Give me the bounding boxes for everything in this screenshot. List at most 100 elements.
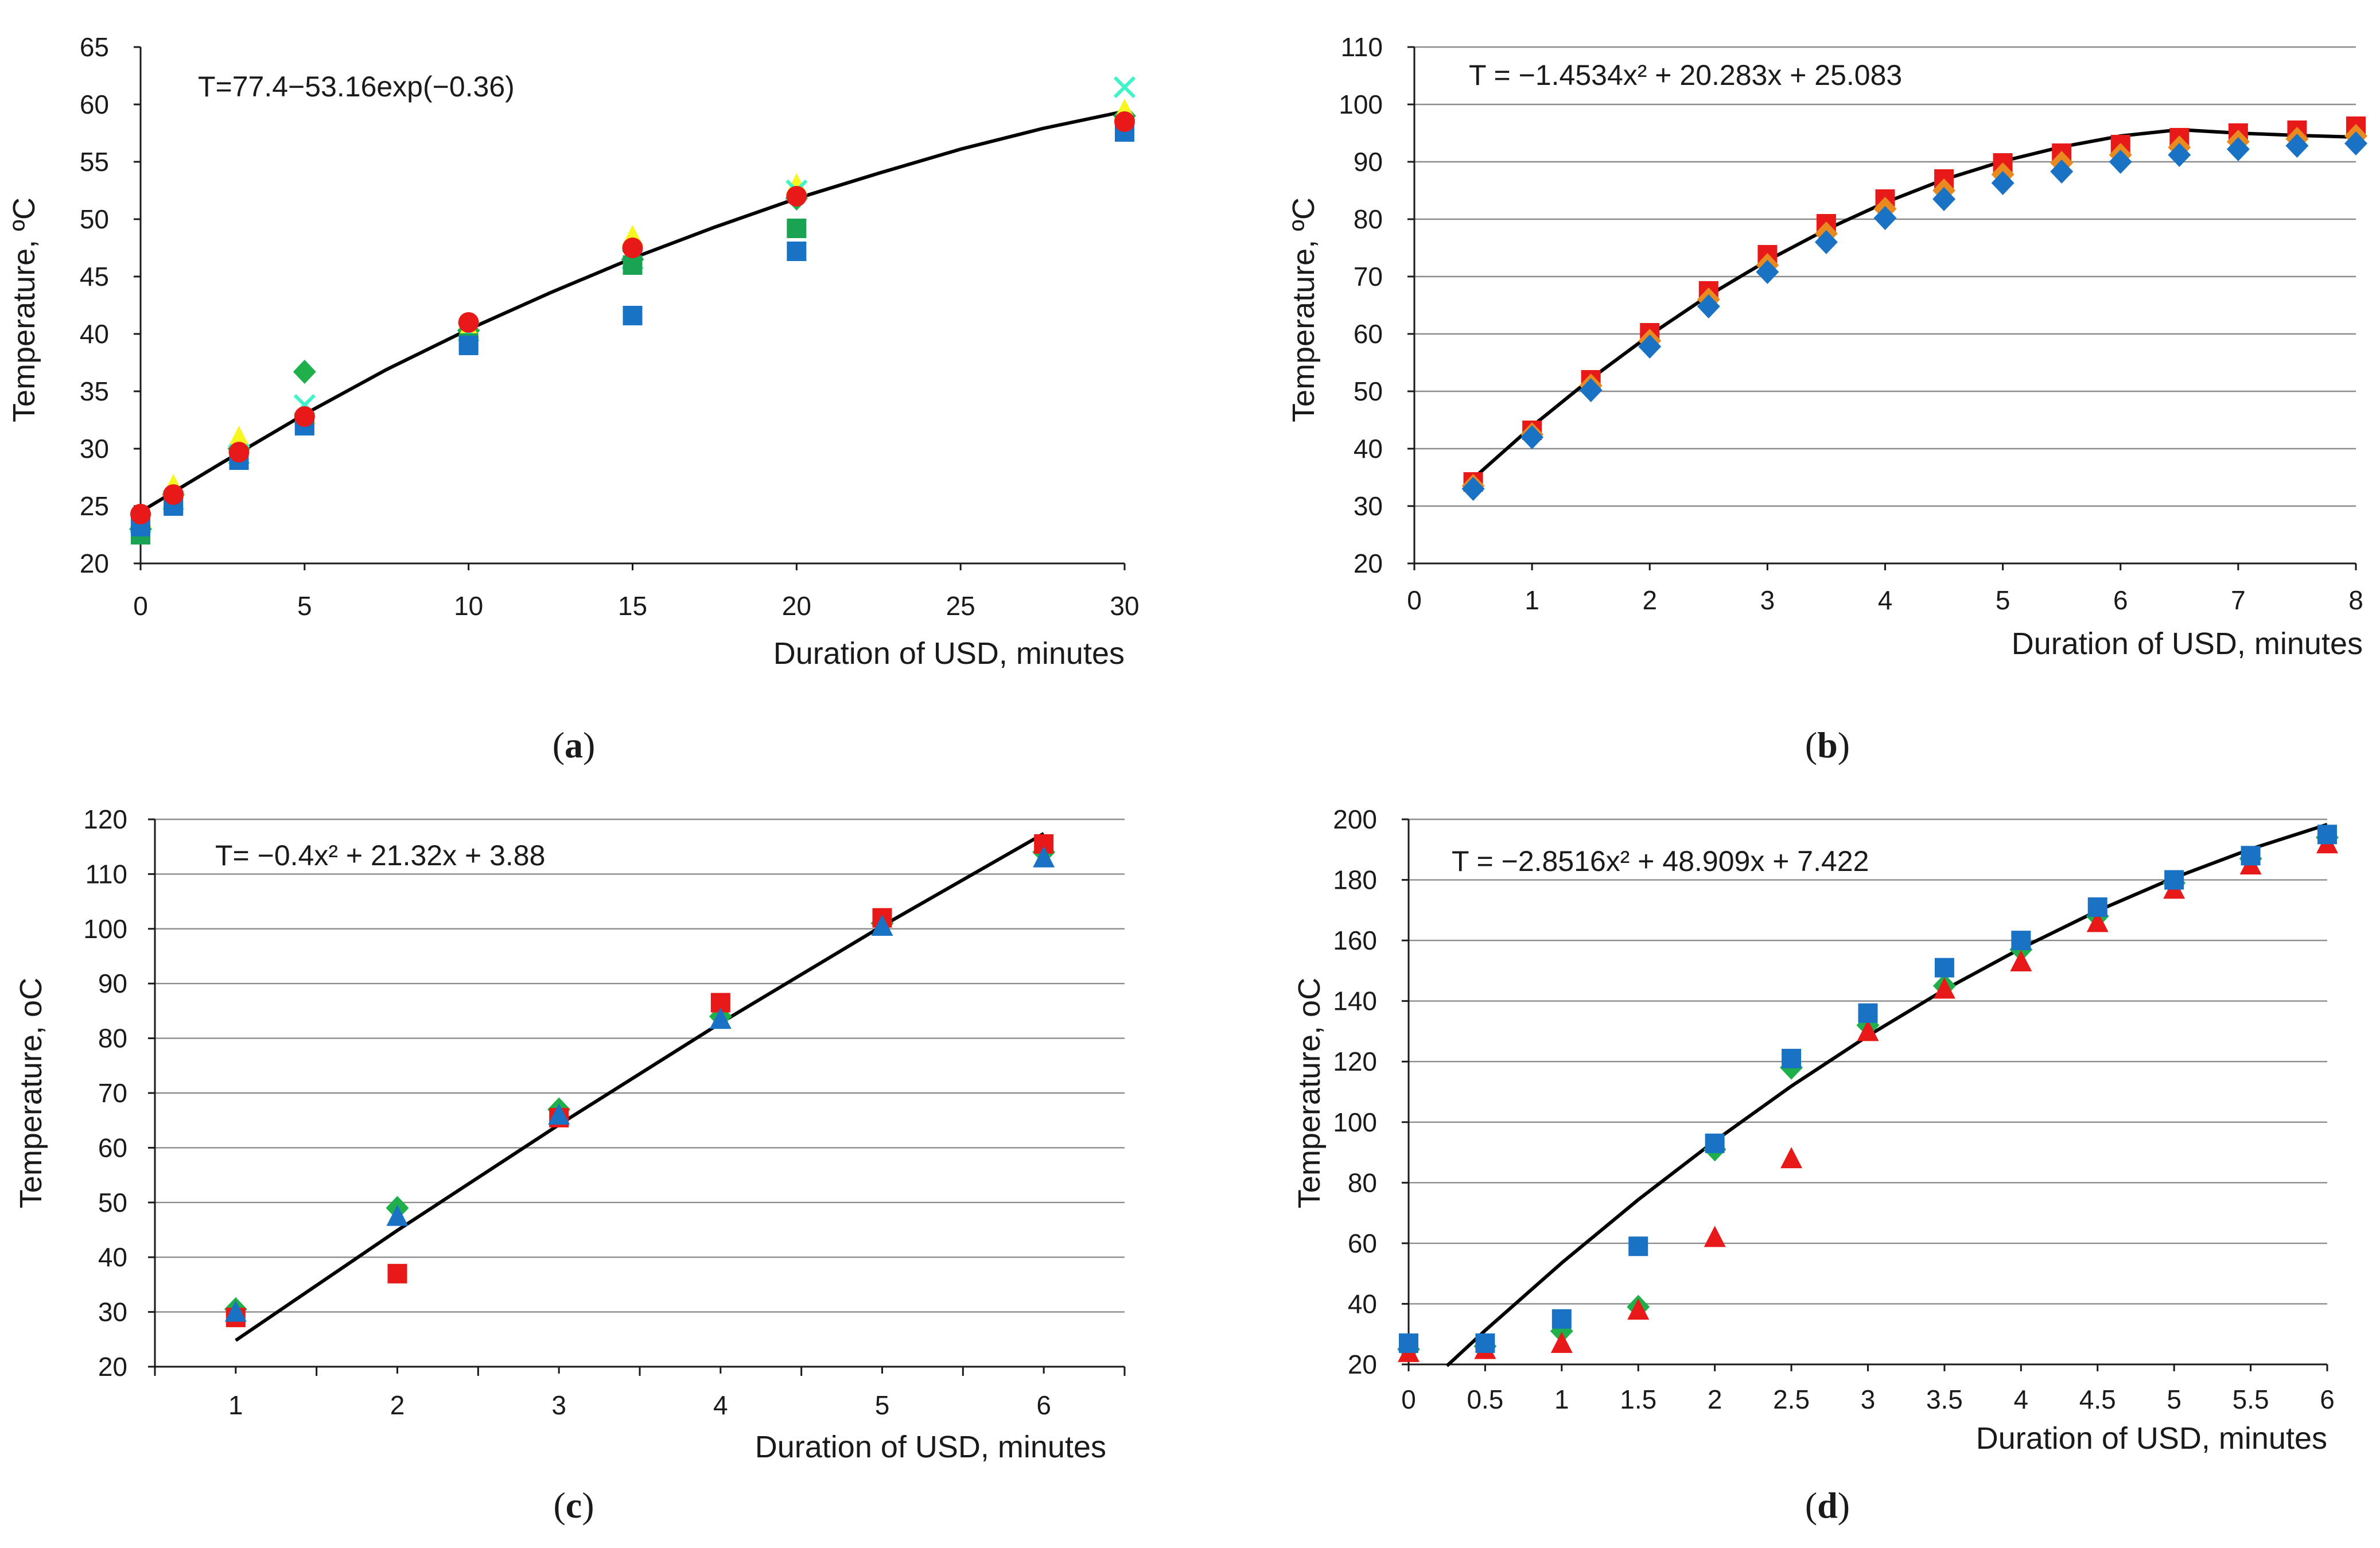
y-tick-label: 80: [1354, 204, 1383, 234]
data-point: [294, 406, 315, 427]
data-point: [2168, 143, 2191, 167]
y-tick-label: 120: [1333, 1047, 1377, 1076]
x-axis-title: Duration of USD, minutes: [1976, 1421, 2327, 1456]
y-tick-label: 20: [1354, 549, 1383, 578]
x-tick-label: 4: [713, 1390, 728, 1420]
y-axis-title: Temperature, oC: [14, 978, 48, 1208]
x-tick-label: 1: [228, 1390, 243, 1420]
y-tick-label: 35: [80, 376, 109, 406]
x-tick-label: 0: [133, 591, 148, 621]
x-tick-label: 3: [1861, 1384, 1876, 1414]
data-series: [131, 122, 1134, 536]
y-tick-label: 25: [80, 491, 109, 521]
data-series: [1463, 116, 2366, 492]
y-tick-label: 60: [1354, 319, 1383, 349]
data-point: [2050, 160, 2074, 184]
panel-label-close: ): [582, 1485, 594, 1526]
x-tick-label: 2: [1642, 585, 1657, 615]
data-point: [1551, 1309, 1572, 1329]
data-point: [1579, 378, 1603, 402]
x-tick-label: 15: [618, 591, 647, 621]
data-point: [2011, 931, 2031, 951]
data-point: [1705, 1133, 1725, 1153]
x-tick-label: 8: [2348, 585, 2363, 615]
x-tick-label: 6: [1036, 1390, 1051, 1420]
y-tick-label: 90: [1354, 147, 1383, 177]
data-point: [2086, 911, 2109, 932]
data-point: [1857, 1020, 1879, 1041]
fit-equation: T=77.4−53.16exp(−0.36): [198, 71, 515, 103]
y-tick-label: 30: [80, 434, 109, 464]
data-point: [787, 219, 807, 238]
y-tick-label: 160: [1333, 925, 1377, 955]
x-tick-label: 7: [2231, 585, 2246, 615]
panel-letter: b: [1817, 725, 1838, 765]
data-point: [2226, 137, 2250, 161]
data-point: [1638, 335, 1662, 359]
y-tick-label: 40: [98, 1242, 127, 1272]
panel-label: (c): [553, 1485, 594, 1526]
fit-equation: T = −2.8516x² + 48.909x + 7.422: [1452, 845, 1869, 877]
x-tick-label: 5: [1996, 585, 2010, 615]
y-tick-label: 80: [1348, 1168, 1377, 1197]
y-tick-label: 55: [80, 147, 109, 177]
x-tick-label: 25: [946, 591, 975, 621]
y-tick-label: 40: [80, 319, 109, 349]
data-series: [130, 111, 1135, 524]
x-tick-label: 1.5: [1620, 1384, 1656, 1414]
y-tick-label: 60: [98, 1133, 127, 1162]
y-tick-label: 90: [98, 969, 127, 998]
data-point: [1933, 977, 1955, 999]
x-tick-label: 0: [1401, 1384, 1416, 1414]
data-point: [787, 242, 807, 261]
x-tick-label: 4: [2014, 1384, 2029, 1414]
chart-panel-b: 20 30 40 50 60 70 80 90 100 110 0 1 2 3 4 5 6 7 8 Duration …: [1286, 32, 2367, 765]
data-point: [1520, 425, 1544, 449]
panel-letter: c: [566, 1485, 582, 1526]
y-tick-label: 60: [1348, 1228, 1377, 1258]
data-point: [1780, 1147, 1803, 1169]
data-point: [163, 484, 184, 505]
x-tick-label: 2: [1708, 1384, 1722, 1414]
x-tick-label: 4.5: [2079, 1384, 2116, 1414]
y-tick-label: 20: [1348, 1349, 1377, 1379]
panel-label-open: (: [553, 1485, 565, 1526]
x-tick-label: 10: [454, 591, 483, 621]
data-point: [1628, 1236, 1648, 1257]
y-tick-label: 40: [1354, 434, 1383, 464]
panel-label-close: ): [1838, 725, 1850, 765]
y-tick-label: 30: [1354, 491, 1383, 521]
y-tick-label: 20: [80, 549, 109, 578]
panel-label-close: ): [1838, 1485, 1850, 1526]
y-tick-label: 50: [80, 204, 109, 234]
x-tick-label: 4: [1878, 585, 1893, 615]
y-axis-title: Temperature, oC: [1292, 978, 1327, 1208]
y-axis-title: Temperature, ºC: [1286, 197, 1321, 422]
data-series: [131, 115, 1134, 544]
data-point: [871, 915, 893, 936]
data-point: [2164, 870, 2184, 890]
data-point: [1873, 206, 1897, 230]
y-tick-label: 100: [83, 914, 127, 944]
data-point: [1697, 294, 1720, 318]
x-tick-label: 5: [2167, 1384, 2181, 1414]
panel-label-open: (: [553, 725, 565, 765]
y-axis-title: Temperature, ºC: [7, 197, 41, 422]
x-tick-label: 0: [1407, 585, 1422, 615]
data-point: [1475, 1333, 1495, 1353]
y-tick-label: 140: [1333, 986, 1377, 1016]
y-tick-label: 70: [1354, 262, 1383, 291]
data-point: [2109, 150, 2132, 174]
x-tick-label: 1: [1525, 585, 1539, 615]
x-tick-label: 3: [551, 1390, 566, 1420]
data-point: [2344, 131, 2367, 155]
y-tick-label: 180: [1333, 865, 1377, 895]
panel-label-open: (: [1805, 725, 1817, 765]
data-point: [2010, 950, 2032, 972]
x-tick-label: 3.5: [1926, 1384, 1963, 1414]
data-point: [548, 1103, 570, 1125]
x-tick-label: 6: [2113, 585, 2128, 615]
panel-letter: d: [1817, 1485, 1838, 1526]
data-series: [225, 834, 1054, 1328]
